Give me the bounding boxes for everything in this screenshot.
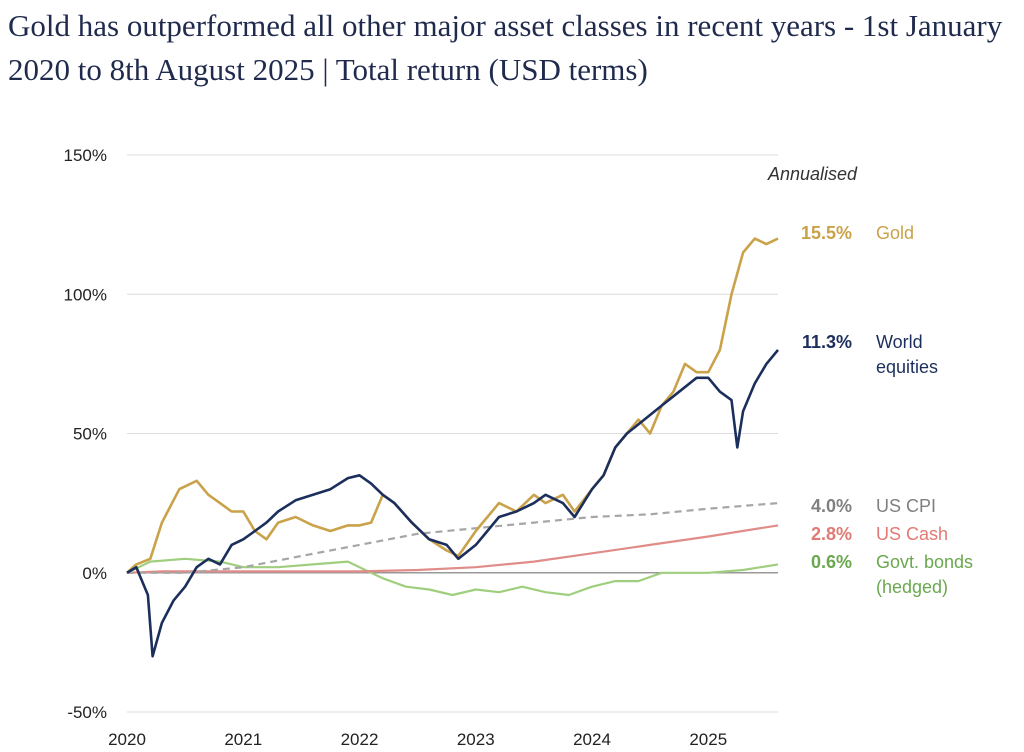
grid-lines xyxy=(127,154,778,713)
series-line-gold xyxy=(126,237,779,574)
x-tick-label: 2021 xyxy=(224,730,262,749)
x-tick-label: 2020 xyxy=(108,730,146,749)
series-lines xyxy=(126,237,780,658)
y-tick-label: 0% xyxy=(82,564,107,583)
x-tick-label: 2023 xyxy=(457,730,495,749)
series-label: equities xyxy=(876,357,938,377)
y-tick-label: 150% xyxy=(64,146,107,165)
series-line-govt-bonds-hedged xyxy=(126,557,779,597)
x-tick-label: 2025 xyxy=(689,730,727,749)
y-tick-label: -50% xyxy=(67,703,107,722)
annualised-value: 4.0% xyxy=(811,496,852,516)
y-axis-ticks: 150% 100% 50% 0% -50% xyxy=(64,146,107,722)
annualised-value: 2.8% xyxy=(811,524,852,544)
series-line-us-cash xyxy=(126,524,779,574)
series-line-world-equities xyxy=(126,349,780,658)
annualised-header: Annualised xyxy=(767,164,858,184)
y-tick-label: 100% xyxy=(64,285,107,304)
x-tick-label: 2024 xyxy=(573,730,611,749)
annualised-value: 15.5% xyxy=(801,223,852,243)
x-axis-ticks: 2020 2021 2022 2023 2024 2025 xyxy=(108,730,727,749)
x-tick-label: 2022 xyxy=(341,730,379,749)
series-label: Gold xyxy=(876,223,914,243)
annualised-value: 11.3% xyxy=(802,332,852,352)
series-label: US CPI xyxy=(876,496,936,516)
series-label: World xyxy=(876,332,923,352)
annualised-value: 0.6% xyxy=(811,552,852,572)
series-label: US Cash xyxy=(876,524,948,544)
series-labels: Annualised 15.5% Gold 11.3% World equities 4.0… xyxy=(767,164,973,597)
y-tick-label: 50% xyxy=(73,425,107,444)
chart-title: Gold has outperformed all other major as… xyxy=(8,8,1003,87)
series-label: Govt. bonds xyxy=(876,552,973,572)
series-label: (hedged) xyxy=(876,577,948,597)
